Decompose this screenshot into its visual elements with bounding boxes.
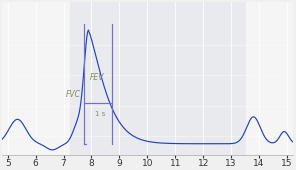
Text: FEV: FEV: [90, 73, 104, 82]
Bar: [70, 2, 247, 155]
Text: 1 s: 1 s: [95, 111, 105, 117]
Text: FVC: FVC: [65, 90, 81, 99]
